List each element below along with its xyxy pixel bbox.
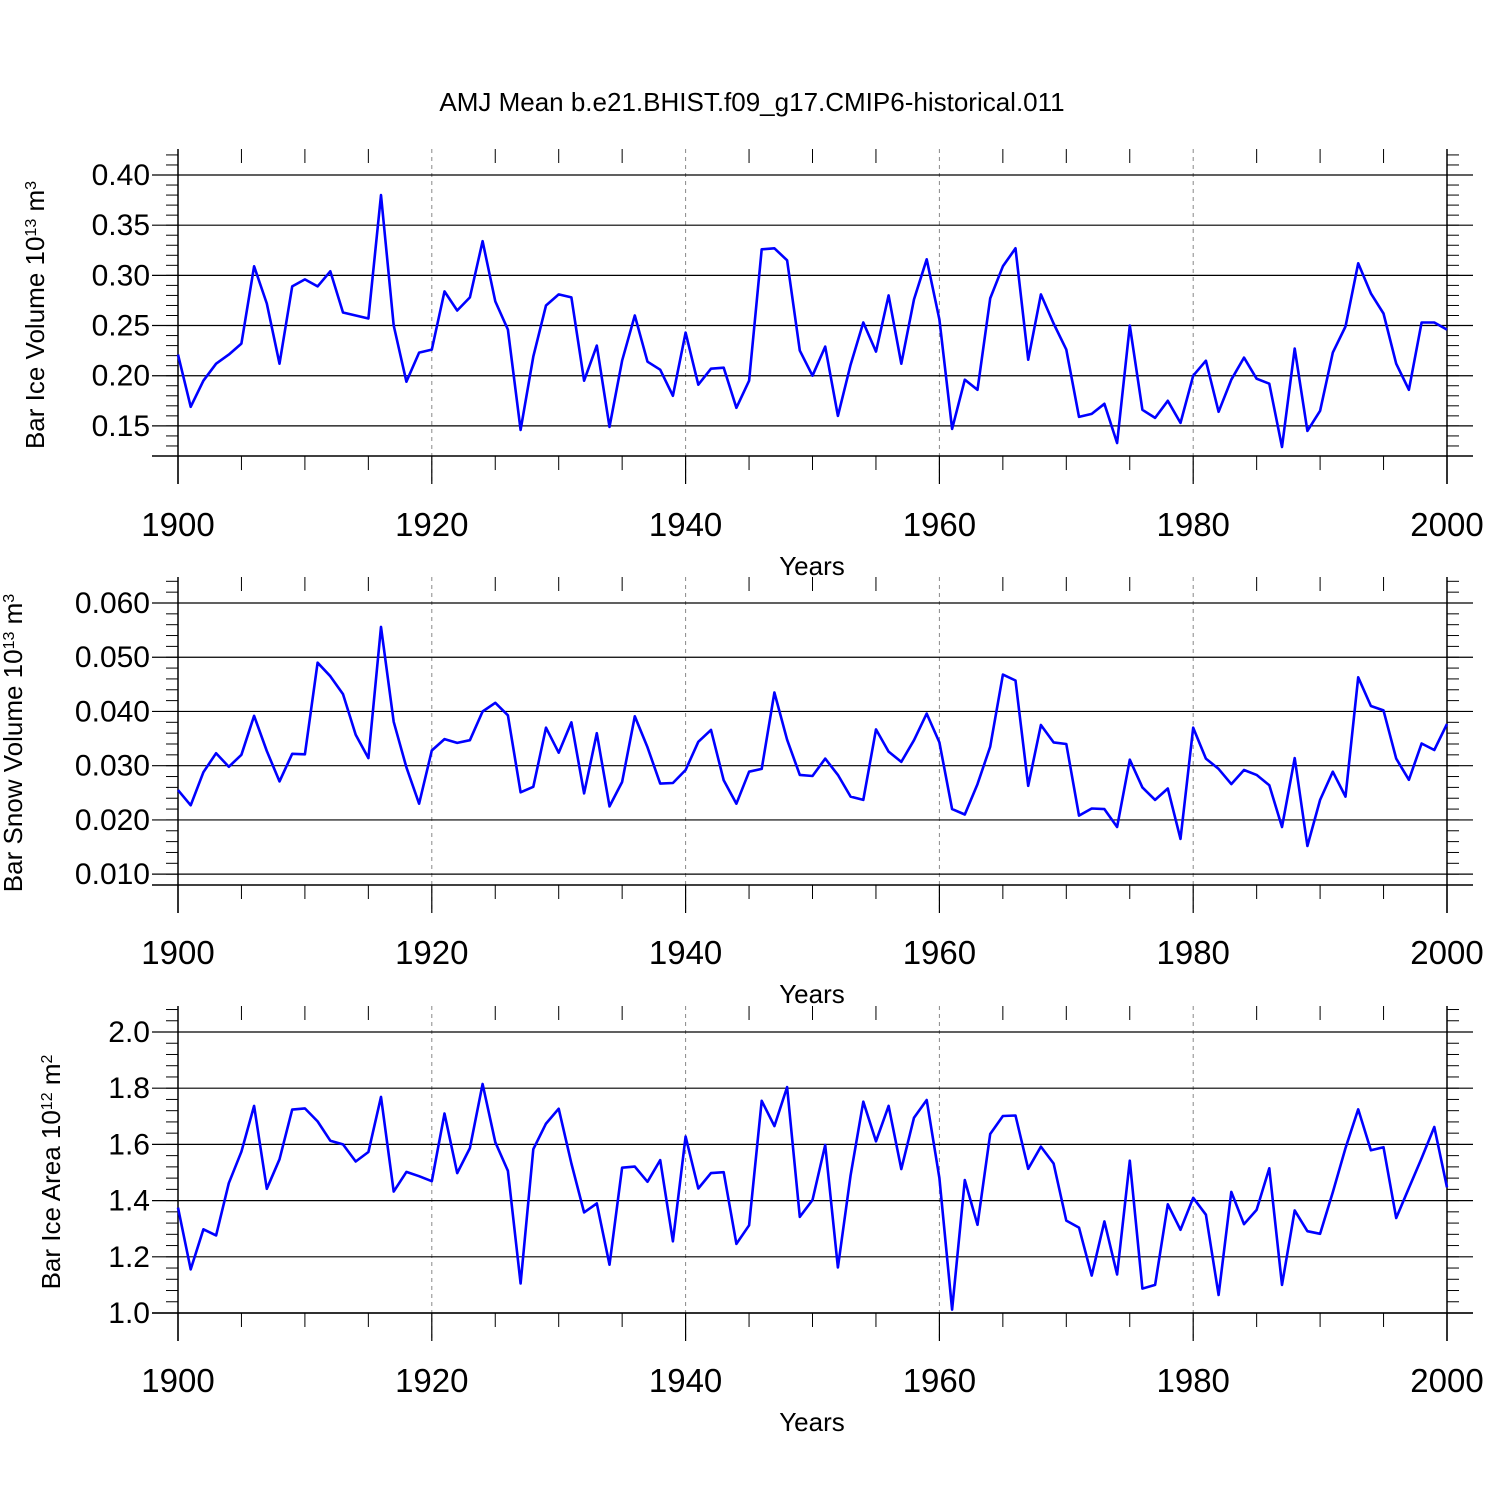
y-tick-label-snow-volume: 0.020: [75, 804, 150, 837]
x-tick-label-ice-area: 1900: [141, 1362, 214, 1399]
y-tick-label-ice-volume: 0.25: [92, 310, 150, 343]
series-line-ice-area: [176, 1082, 1449, 1311]
series-line-snow-volume: [177, 625, 1449, 848]
y-tick-label-snow-volume: 0.010: [75, 858, 150, 891]
panel-snow-volume: Bar Snow Volume 1013 m3 Years 0.010 0.020…: [0, 577, 1484, 1009]
xlabel-snow-volume: Years: [779, 979, 845, 1009]
xlabel-ice-volume: Years: [779, 551, 845, 581]
x-tick-label-snow-volume: 1980: [1156, 934, 1229, 971]
x-tick-label-ice-volume: 1960: [903, 506, 976, 543]
x-tick-label-ice-volume: 1980: [1156, 506, 1229, 543]
y-tick-label-snow-volume: 0.060: [75, 587, 150, 620]
x-tick-label-snow-volume: 2000: [1410, 934, 1483, 971]
y-tick-label-ice-volume: 0.20: [92, 360, 150, 393]
x-tick-label-ice-volume: 1920: [395, 506, 468, 543]
y-tick-label-ice-volume: 0.15: [92, 410, 150, 443]
y-tick-label-ice-area: 1.4: [108, 1185, 150, 1218]
x-tick-label-ice-area: 1980: [1156, 1362, 1229, 1399]
y-tick-label-snow-volume: 0.050: [75, 641, 150, 674]
y-tick-label-ice-area: 1.8: [108, 1072, 150, 1105]
x-tick-label-snow-volume: 1940: [649, 934, 722, 971]
x-tick-label-ice-volume: 1940: [649, 506, 722, 543]
x-tick-label-ice-area: 1960: [903, 1362, 976, 1399]
y-tick-label-ice-area: 1.0: [108, 1297, 150, 1330]
panel-ice-area: Bar Ice Area 1012 m2 Years 1.0 1.2 1.4 1.6 1…: [36, 1006, 1484, 1437]
ylabel-ice-volume: Bar Ice Volume 1013 m3: [20, 181, 50, 449]
y-tick-label-ice-area: 1.2: [108, 1241, 150, 1274]
x-tick-label-snow-volume: 1960: [903, 934, 976, 971]
x-tick-label-ice-area: 2000: [1410, 1362, 1483, 1399]
ylabel-ice-area: Bar Ice Area 1012 m2: [36, 1054, 66, 1289]
y-tick-label-snow-volume: 0.040: [75, 695, 150, 728]
x-tick-label-ice-area: 1920: [395, 1362, 468, 1399]
x-tick-label-ice-area: 1940: [649, 1362, 722, 1399]
y-tick-label-ice-area: 2.0: [108, 1016, 150, 1049]
xlabel-ice-area: Years: [779, 1407, 845, 1437]
y-tick-label-ice-volume: 0.30: [92, 259, 150, 292]
figure-title: AMJ Mean b.e21.BHIST.f09_g17.CMIP6-histo…: [439, 87, 1064, 117]
x-tick-label-snow-volume: 1900: [141, 934, 214, 971]
y-tick-label-ice-volume: 0.35: [92, 209, 150, 242]
series-line-ice-volume: [176, 193, 1448, 449]
ylabel-snow-volume: Bar Snow Volume 1013 m3: [0, 594, 28, 893]
x-tick-label-snow-volume: 1920: [395, 934, 468, 971]
x-tick-label-ice-volume: 2000: [1410, 506, 1483, 543]
y-tick-label-ice-area: 1.6: [108, 1128, 150, 1161]
panel-ice-volume: Bar Ice Volume 1013 m3 Years 0.15 0.20 0.2…: [20, 149, 1484, 581]
x-tick-label-ice-volume: 1900: [141, 506, 214, 543]
y-tick-label-snow-volume: 0.030: [75, 750, 150, 783]
y-tick-label-ice-volume: 0.40: [92, 159, 150, 192]
